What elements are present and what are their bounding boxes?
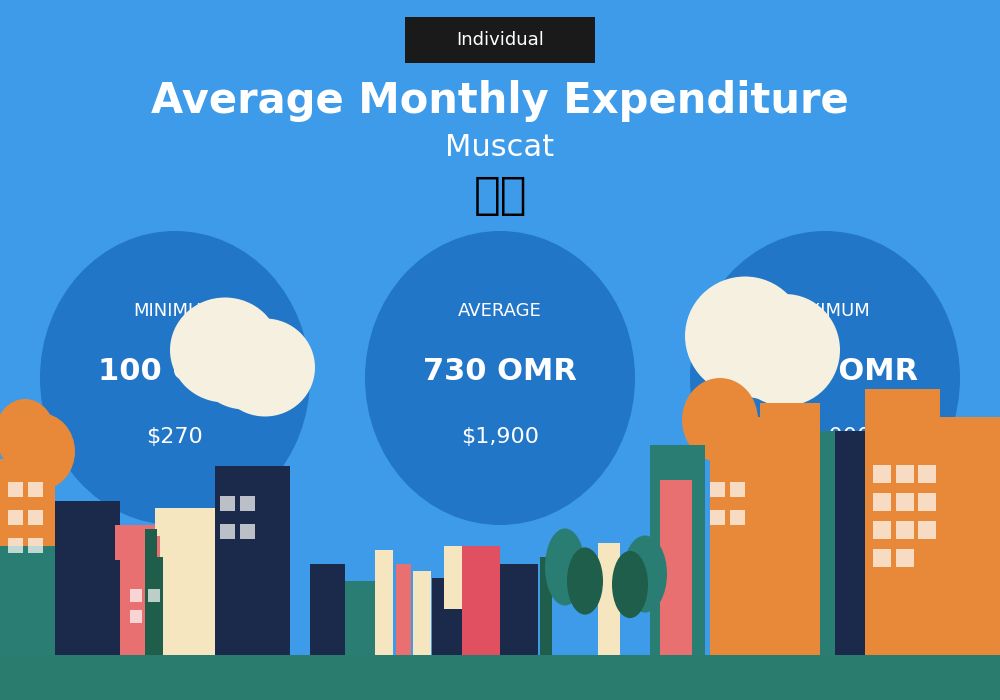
Text: 4,900 OMR: 4,900 OMR [731, 356, 919, 386]
Bar [413, 570, 431, 655]
Text: $270: $270 [147, 428, 203, 447]
Text: MINIMUM: MINIMUM [133, 302, 217, 321]
Bar [865, 389, 940, 654]
Ellipse shape [215, 318, 315, 416]
Bar [8, 510, 23, 525]
Bar [760, 402, 820, 654]
Bar [160, 522, 215, 654]
Text: 100 OMR: 100 OMR [98, 356, 252, 386]
Text: $13,000: $13,000 [779, 428, 871, 447]
Bar [0, 458, 55, 654]
Bar [8, 482, 23, 497]
Bar [28, 482, 43, 497]
Bar [896, 465, 914, 483]
Bar [145, 528, 157, 654]
Bar [155, 556, 163, 654]
Text: Individual: Individual [456, 32, 544, 49]
Bar [396, 564, 411, 654]
Text: Average Monthly Expenditure: Average Monthly Expenditure [151, 80, 849, 122]
Ellipse shape [710, 294, 820, 399]
Bar [710, 416, 760, 654]
Bar [873, 549, 891, 567]
Bar [918, 465, 936, 483]
Ellipse shape [690, 231, 960, 525]
Ellipse shape [545, 528, 585, 606]
Bar [820, 430, 835, 654]
Text: 🇴🇲: 🇴🇲 [473, 174, 527, 218]
Bar [28, 510, 43, 525]
Bar [130, 589, 142, 602]
Ellipse shape [365, 231, 635, 525]
Ellipse shape [612, 551, 648, 618]
Bar [220, 496, 235, 511]
Bar [444, 546, 462, 609]
Text: $1,900: $1,900 [461, 428, 539, 447]
Ellipse shape [567, 547, 603, 615]
Bar [240, 496, 255, 511]
Ellipse shape [195, 318, 295, 409]
Bar [155, 508, 220, 536]
Ellipse shape [730, 294, 840, 406]
Bar [0, 654, 1000, 700]
Ellipse shape [623, 536, 667, 612]
Bar [896, 493, 914, 511]
Bar [730, 510, 745, 525]
Bar [120, 542, 165, 654]
Bar [115, 525, 170, 560]
Bar [918, 493, 936, 511]
Bar [462, 546, 500, 654]
Text: MAXIMUM: MAXIMUM [780, 302, 870, 321]
Bar [500, 564, 538, 654]
Bar [432, 578, 462, 655]
Bar [660, 480, 692, 654]
Bar [710, 510, 725, 525]
Bar [710, 482, 725, 497]
Bar [55, 500, 120, 654]
Bar [310, 564, 345, 654]
Text: Muscat: Muscat [445, 132, 555, 162]
Ellipse shape [685, 276, 805, 395]
Bar [896, 521, 914, 539]
Bar [650, 444, 705, 654]
Bar [918, 521, 936, 539]
Bar [598, 542, 620, 654]
Bar [540, 556, 552, 654]
Text: AVERAGE: AVERAGE [458, 302, 542, 321]
Bar [148, 589, 160, 602]
Bar [130, 610, 142, 623]
Bar [220, 524, 235, 539]
Ellipse shape [0, 399, 55, 469]
Bar [873, 521, 891, 539]
Bar [730, 482, 745, 497]
Bar [215, 466, 290, 654]
FancyBboxPatch shape [405, 18, 595, 63]
Ellipse shape [682, 378, 758, 462]
Bar [940, 416, 1000, 654]
Bar [8, 538, 23, 553]
Bar [375, 550, 393, 654]
Ellipse shape [40, 231, 310, 525]
Bar [240, 524, 255, 539]
Bar [0, 458, 55, 546]
Ellipse shape [5, 413, 75, 490]
Bar [820, 430, 865, 654]
Bar [345, 581, 375, 655]
Bar [873, 465, 891, 483]
Ellipse shape [170, 298, 280, 402]
Bar [896, 549, 914, 567]
Text: 730 OMR: 730 OMR [423, 356, 577, 386]
Bar [28, 538, 43, 553]
Bar [873, 493, 891, 511]
